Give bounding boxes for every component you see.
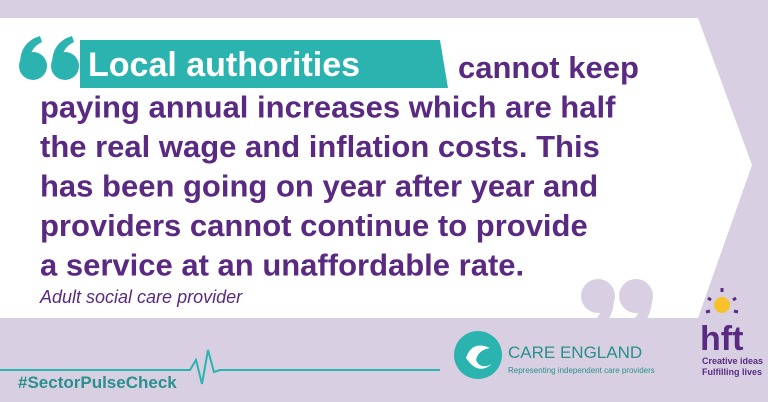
quote-line: cannot keep (458, 50, 639, 85)
care-england-icon (454, 331, 502, 379)
quote-line: paying annual increases which are half (40, 90, 616, 125)
hft-sun (705, 288, 739, 314)
quote-panel (0, 18, 752, 318)
quote-highlight: Local authorities (88, 46, 360, 84)
highlight-box (80, 40, 448, 88)
care-england-name: CARE ENGLAND (508, 343, 642, 362)
quote-line: has been going on year after year and (40, 169, 598, 204)
quote-lines: cannot keep paying annual increases which… (40, 50, 639, 283)
hft-tagline: Fulfilling lives (702, 367, 762, 377)
care-england-tagline: Representing independent care providers (508, 366, 655, 375)
attribution: Adult social care provider (39, 287, 243, 307)
pulse-line (0, 349, 440, 385)
hft-tagline: Creative ideas (702, 356, 763, 366)
hft-name: hft (700, 320, 743, 358)
close-quote (581, 279, 653, 332)
hashtag: #SectorPulseCheck (18, 373, 177, 392)
care-england-icon-mark (466, 345, 492, 369)
open-quote (19, 36, 79, 80)
quote-line: providers cannot continue to provide (40, 208, 588, 243)
quote-line: the real wage and inflation costs. This (40, 129, 600, 164)
quote-line: a service at an unaffordable rate. (40, 248, 524, 283)
